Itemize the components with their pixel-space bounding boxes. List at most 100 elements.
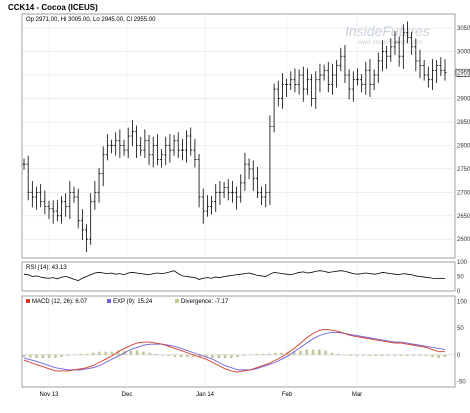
divergence-bar (255, 353, 258, 355)
divergence-bar (217, 354, 221, 359)
divergence-bar (41, 354, 45, 359)
macd-tick-label: 50 (457, 326, 464, 332)
signal-line (23, 331, 446, 371)
divergence-bar (160, 354, 164, 356)
divergence-bar (179, 354, 183, 358)
divergence-bar (437, 354, 441, 359)
macd-legend-swatch (26, 299, 30, 303)
macd-tick-label: 100 (457, 299, 468, 305)
divergence-bar (116, 350, 120, 355)
y-tick-label: 2750 (457, 167, 470, 173)
divergence-bar (343, 354, 346, 356)
divergence-bar (211, 354, 214, 359)
divergence-bar (198, 354, 202, 358)
macd-tick-label: 0 (457, 353, 461, 359)
divergence-bar (110, 351, 114, 355)
divergence-bar (274, 352, 277, 355)
divergence-bar (204, 354, 208, 358)
divergence-bar (66, 354, 70, 356)
divergence-bar (72, 354, 76, 356)
y-tick-label: 2600 (457, 237, 470, 243)
y-tick-label: 3050 (457, 26, 470, 32)
panel-frame-1 (21, 13, 456, 259)
rsi-tick-label: 100 (457, 260, 468, 266)
divergence-bar (324, 350, 327, 355)
divergence-bar (242, 354, 246, 356)
divergence-bar (47, 354, 51, 359)
y-tick-label: 2800 (457, 143, 470, 149)
macd-tick-label: -50 (457, 380, 466, 386)
divergence-bar (129, 350, 133, 355)
watermark-url: www.InsideFutures.com (357, 40, 422, 46)
chart-title: CCK14 - Cocoa (ICEUS) (8, 3, 98, 12)
divergence-bar (431, 354, 434, 358)
divergence-bar (186, 354, 189, 358)
divergence-bar (387, 354, 390, 356)
signal-legend-swatch (107, 299, 111, 303)
divergence-bar (362, 354, 365, 356)
divergence-bar (336, 353, 340, 355)
divergence-bar (35, 354, 38, 359)
x-tick-label: Mar (352, 392, 362, 398)
rsi-label: RSI (14): 43.13 (26, 265, 67, 271)
divergence-bar (330, 352, 334, 355)
divergence-bar (142, 351, 145, 355)
divergence-bar (299, 350, 302, 355)
divergence-bar (91, 352, 95, 355)
divergence-bar (418, 354, 422, 356)
divergence-bar (393, 354, 397, 356)
divergence-bar (60, 354, 64, 358)
divergence-bar (167, 354, 170, 356)
signal-legend-label: EXP (9): 15.24 (113, 299, 153, 305)
last-price-label: 2955 (457, 71, 470, 77)
divergence-bar (85, 353, 89, 355)
divergence-bar (424, 354, 428, 356)
divergence-bar (28, 354, 32, 358)
divergence-bar (135, 350, 139, 355)
y-tick-label: 2900 (457, 96, 470, 102)
divergence-bar (154, 353, 158, 355)
stats-readout: Op 2971.00, Hi 3005.00, Lo 2945.00, Cl 2… (26, 17, 156, 23)
divergence-bar (236, 354, 239, 358)
rsi-tick-label: 0 (457, 289, 461, 295)
divergence-bar (318, 349, 321, 355)
divergence-bar (311, 349, 315, 355)
divergence-bar (292, 351, 296, 355)
divergence-bar (104, 351, 107, 355)
y-tick-label: 3000 (457, 50, 470, 56)
divergence-bar (223, 354, 227, 359)
x-tick-label: Jan 14 (196, 392, 215, 398)
divergence-bar (22, 354, 26, 358)
divergence-bar (280, 352, 283, 355)
divergence-bar (248, 354, 252, 356)
divergence-legend-swatch (175, 299, 179, 303)
rsi-tick-label: 50 (457, 275, 464, 281)
divergence-bar (443, 354, 447, 358)
macd-line (23, 328, 445, 373)
divergence-bar (399, 354, 403, 356)
macd-legend-label: MACD (12, 26): 6.07 (32, 299, 88, 305)
divergence-bar (412, 354, 415, 356)
divergence-bar (305, 349, 309, 355)
divergence-bar (192, 354, 195, 358)
x-tick-label: Dec (122, 392, 133, 398)
divergence-bar (98, 351, 101, 355)
watermark-logo: InsideFutures (345, 23, 430, 39)
divergence-legend-label: Divergence: -7.17 (181, 299, 229, 305)
rsi-line (23, 270, 446, 281)
divergence-bar (368, 354, 371, 356)
divergence-bar (148, 352, 151, 355)
divergence-bar (261, 353, 265, 355)
divergence-bar (267, 353, 271, 355)
y-tick-label: 2700 (457, 190, 470, 196)
divergence-bar (380, 354, 384, 356)
divergence-bar (355, 354, 359, 356)
y-tick-label: 2850 (457, 120, 470, 126)
x-tick-label: Nov 13 (39, 392, 59, 398)
divergence-bar (230, 354, 233, 359)
divergence-bar (79, 353, 82, 355)
last-price-box (455, 68, 470, 77)
y-tick-label: 2650 (457, 214, 470, 220)
divergence-bar (374, 354, 378, 356)
